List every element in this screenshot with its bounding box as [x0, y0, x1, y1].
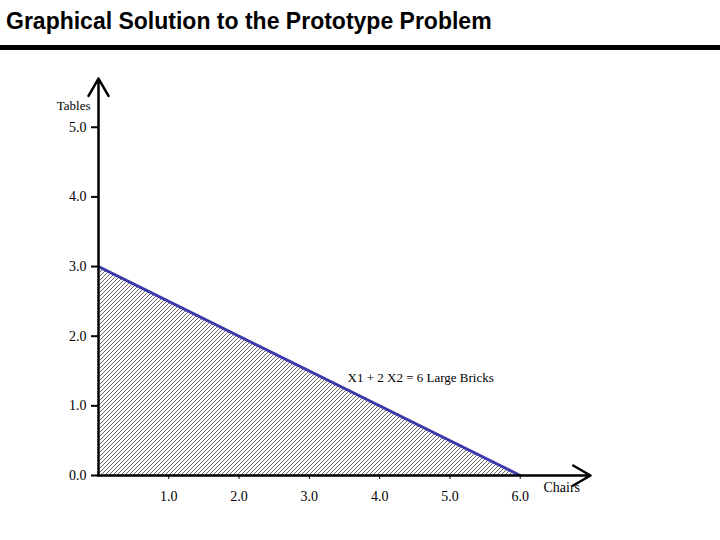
svg-text:2.0: 2.0	[230, 489, 248, 504]
svg-text:1.0: 1.0	[160, 489, 178, 504]
svg-text:Chairs: Chairs	[544, 480, 581, 495]
svg-text:5.0: 5.0	[441, 489, 459, 504]
html-text:Graphical Solution to the Prot: Graphical Solution to the Prototype Prob…	[6, 8, 492, 34]
svg-text:4.0: 4.0	[69, 189, 87, 204]
svg-text:3.0: 3.0	[69, 259, 87, 274]
svg-text:X1 + 2 X2 = 6 Large Bricks: X1 + 2 X2 = 6 Large Bricks	[348, 370, 494, 385]
svg-text:5.0: 5.0	[69, 120, 87, 135]
svg-text:3.0: 3.0	[301, 489, 319, 504]
svg-text:1.0: 1.0	[69, 398, 87, 413]
svg-text:Tables: Tables	[57, 98, 91, 113]
svg-text:4.0: 4.0	[371, 489, 389, 504]
svg-text:0.0: 0.0	[69, 468, 87, 483]
svg-text:6.0: 6.0	[511, 489, 529, 504]
svg-text:2.0: 2.0	[69, 329, 87, 344]
